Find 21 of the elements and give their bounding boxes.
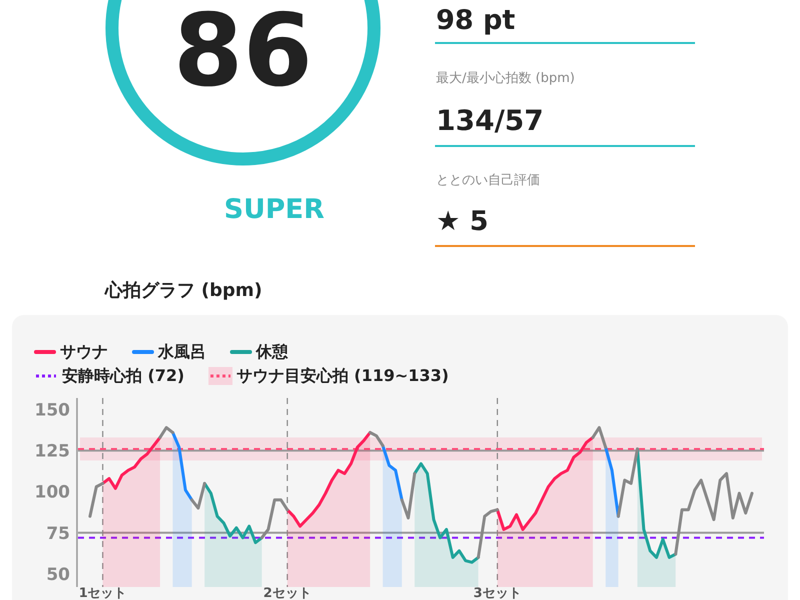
x-tick-label: 3セット (473, 586, 522, 600)
x-tick-label: 2セット (263, 586, 312, 600)
text: 98 pt (436, 5, 516, 36)
legend-label: サウナ目安心拍 (119~133) (236, 366, 449, 385)
text: 最大/最小心拍数 (bpm) (436, 70, 575, 86)
legend-label: 安静時心拍 (72) (62, 366, 184, 385)
text: 86 (173, 0, 313, 109)
legend-label: 休憩 (255, 342, 289, 361)
y-tick-label: 50 (46, 564, 70, 585)
text: 134/57 (436, 104, 544, 137)
legend-label: サウナ (60, 342, 108, 361)
y-tick-label: 100 (34, 482, 70, 503)
y-tick-label: 125 (34, 442, 70, 462)
chart-title: 心拍グラフ (bpm) (104, 280, 262, 301)
text: ととのい自己評価 (436, 173, 540, 188)
legend-label: 水風呂 (157, 342, 206, 361)
text: ★ 5 (436, 206, 488, 237)
x-tick-label: 1セット (78, 586, 127, 600)
y-tick-label: 150 (34, 400, 70, 421)
y-tick-label: 75 (46, 524, 70, 544)
text: SUPER (224, 194, 325, 225)
